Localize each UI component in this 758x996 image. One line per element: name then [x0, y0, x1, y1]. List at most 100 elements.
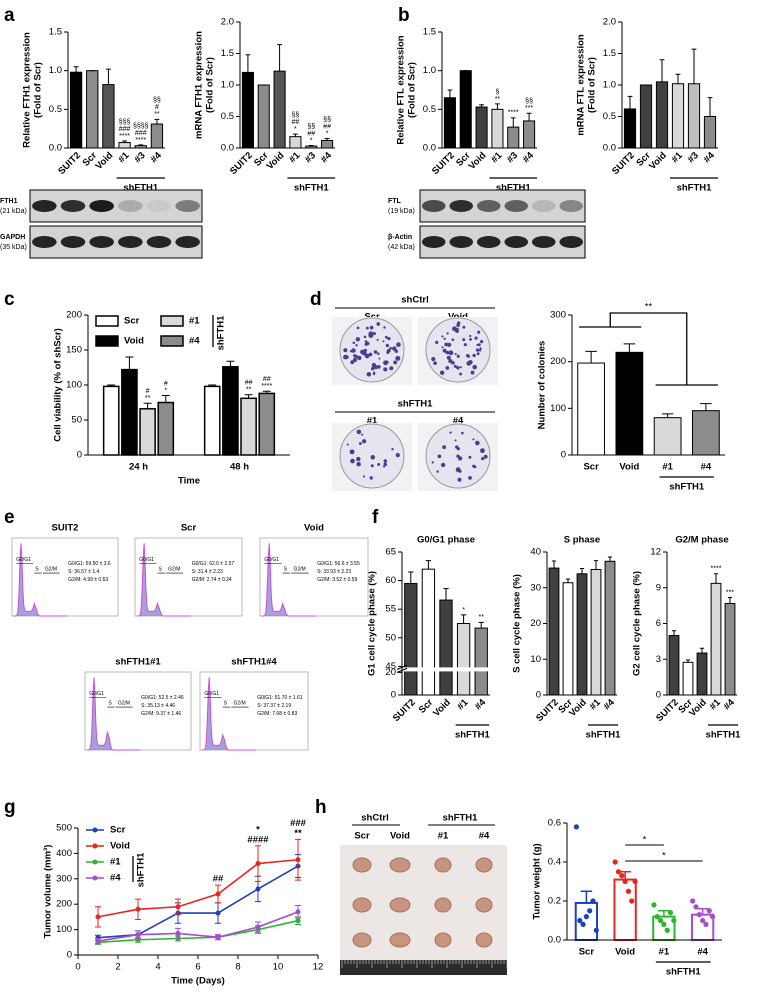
y-tick-label: 55	[385, 604, 396, 615]
colony	[383, 326, 386, 329]
colony	[483, 454, 488, 459]
bar	[459, 70, 472, 149]
bar	[69, 71, 83, 149]
colony	[376, 364, 381, 369]
data-point	[295, 918, 301, 924]
data-point	[577, 917, 583, 924]
bar	[604, 560, 616, 696]
error-bar	[658, 910, 670, 917]
dish	[339, 317, 405, 383]
significance: ****	[711, 566, 722, 573]
blot	[29, 225, 203, 259]
colony	[461, 431, 464, 435]
blot-band	[32, 200, 57, 212]
colony	[383, 459, 388, 463]
data-point	[175, 904, 181, 910]
legend-swatch	[95, 315, 119, 327]
x-tick-label: Void	[647, 150, 669, 172]
gate-label: S	[159, 567, 163, 573]
bar	[121, 368, 138, 456]
y-tick-label: 0.0	[603, 143, 616, 154]
blot-band	[60, 200, 86, 212]
bar	[157, 401, 175, 456]
tumor	[434, 857, 452, 873]
bar	[456, 623, 471, 696]
blot-band	[175, 236, 200, 248]
bar	[613, 878, 637, 941]
colony	[479, 347, 482, 350]
flow-stat: G0/G1: 56.6 ± 3.55	[317, 561, 360, 567]
y-tick-label: 1.5	[49, 27, 62, 38]
colony	[453, 364, 457, 368]
bar	[639, 84, 653, 149]
colony	[456, 321, 461, 325]
blot-label: (21 kDa)	[0, 208, 27, 215]
y-axis-label: G2 cell cycle phase (%)	[632, 571, 643, 676]
legend-label: Void	[110, 841, 130, 852]
colony	[382, 340, 385, 343]
gate	[89, 697, 133, 708]
y-tick-label: 2.0	[221, 17, 234, 28]
error-bar	[138, 144, 144, 146]
y-axis-label: G1 cell cycle phase (%)	[367, 571, 378, 676]
colony	[480, 448, 485, 454]
y-tick-label: 400	[56, 848, 72, 859]
colony	[475, 348, 480, 352]
colony	[472, 438, 475, 441]
x-tick-label: SUIT2	[654, 697, 681, 724]
colony	[369, 476, 373, 480]
y-tick-label: 1.5	[603, 48, 616, 59]
group-label: shFTH1	[669, 482, 705, 493]
colony	[445, 350, 449, 355]
data-point	[693, 904, 699, 910]
y-tick-label: 0	[656, 690, 661, 701]
flow-stat: G2/M: 4.99 ± 0.63	[68, 577, 108, 583]
y-axis-label: Relative FTH1 expression	[22, 32, 33, 148]
flow-stat: G0/G1: 51.70 ± 1.61	[257, 695, 302, 701]
ruler	[340, 960, 507, 975]
significance: **	[495, 96, 501, 103]
blot-label: FTH1	[0, 198, 18, 205]
series-line	[97, 858, 299, 918]
blot-band	[175, 200, 200, 212]
bar	[724, 602, 736, 696]
data-point	[629, 898, 635, 904]
error-bar	[308, 144, 314, 147]
significance: **	[645, 302, 653, 313]
panel-letter: g	[4, 797, 16, 818]
legend-label: Scr	[110, 825, 126, 836]
error-bar	[154, 118, 160, 125]
colony	[355, 344, 358, 347]
photo-label: #1	[438, 831, 449, 842]
x-tick-label: Scr	[583, 462, 599, 473]
bar	[653, 417, 682, 456]
significance: #	[155, 104, 159, 111]
x-tick-label: #3	[303, 150, 318, 165]
flow-title: SUIT2	[52, 523, 79, 534]
x-tick-label: Scr	[579, 947, 595, 958]
bar	[703, 116, 717, 149]
y-axis-label: Tumor weight (g)	[532, 843, 543, 919]
data-point	[95, 938, 101, 944]
tumor	[475, 932, 493, 948]
colony	[466, 360, 472, 366]
photo-label: Scr	[354, 831, 370, 842]
colony	[445, 366, 450, 370]
bar	[118, 142, 131, 149]
histogram-fill	[262, 543, 316, 616]
significance: §	[495, 89, 499, 96]
gate-label: G2/M	[45, 567, 57, 573]
blot-band	[146, 200, 172, 212]
colony	[444, 342, 449, 347]
significance: §§	[323, 116, 331, 123]
colony	[370, 366, 375, 371]
colony	[472, 364, 477, 370]
error-bar	[245, 54, 251, 73]
significance: §§	[525, 98, 533, 105]
x-tick-label: SUIT2	[391, 697, 418, 724]
group-label: shFTH1	[496, 183, 532, 194]
error-bar	[447, 89, 453, 98]
bar	[258, 392, 276, 456]
error-bar	[244, 394, 253, 399]
